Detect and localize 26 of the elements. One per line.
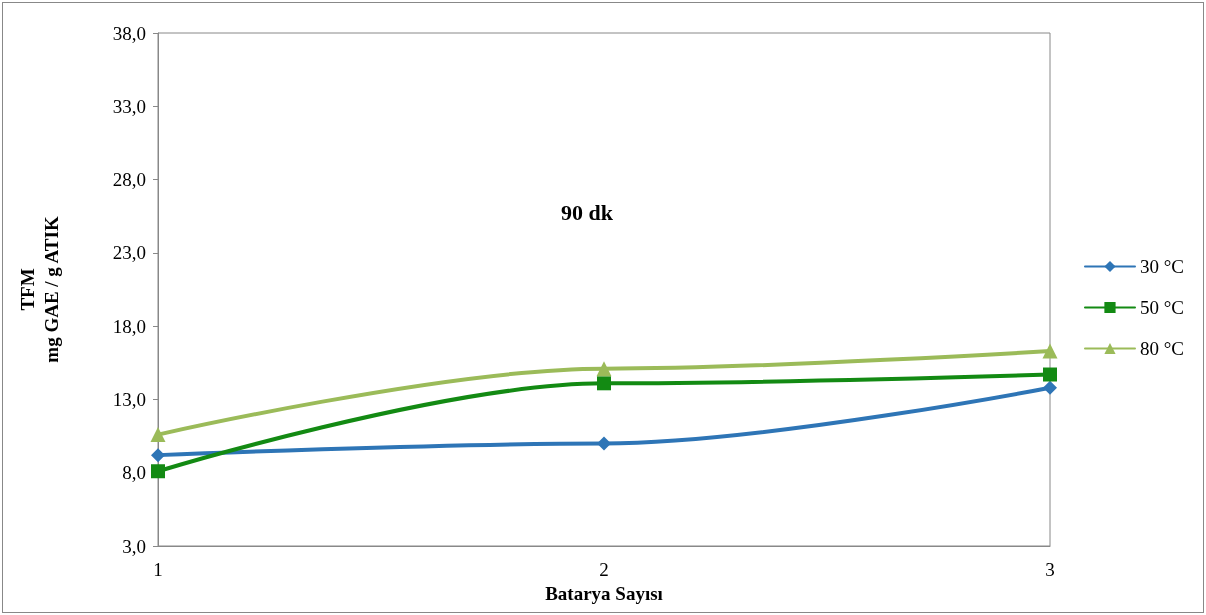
point xyxy=(597,376,611,391)
legend-label: 50 °C xyxy=(1139,297,1185,318)
y-tick-label: 8,0 xyxy=(122,462,146,484)
y-tick-label: 3,0 xyxy=(122,535,146,557)
y-axis-title: TFM mg GAE / g ATIK xyxy=(16,216,62,363)
y-tick-label: 33,0 xyxy=(112,95,146,117)
point xyxy=(1043,367,1057,382)
legend-label: 80 °C xyxy=(1139,338,1185,359)
y-tick-label: 13,0 xyxy=(112,388,146,410)
annotation: 90 dk xyxy=(561,199,614,225)
y-tick-label: 18,0 xyxy=(112,315,146,337)
x-tick-label: 2 xyxy=(599,559,609,580)
point xyxy=(1042,343,1058,359)
x-axis-title: Batarya Sayısı xyxy=(545,582,663,604)
point xyxy=(150,427,166,443)
point xyxy=(151,448,165,463)
point xyxy=(1043,380,1057,395)
x-tick-label: 1 xyxy=(153,559,163,580)
y-tick-label: 28,0 xyxy=(112,169,146,191)
legend-label: 30 °C xyxy=(1139,256,1185,277)
point xyxy=(597,436,611,451)
point xyxy=(596,361,612,377)
point xyxy=(151,464,165,479)
y-tick-label: 23,0 xyxy=(112,242,146,264)
x-tick-label: 3 xyxy=(1045,559,1055,580)
y-tick-label: 38,0 xyxy=(112,22,146,44)
